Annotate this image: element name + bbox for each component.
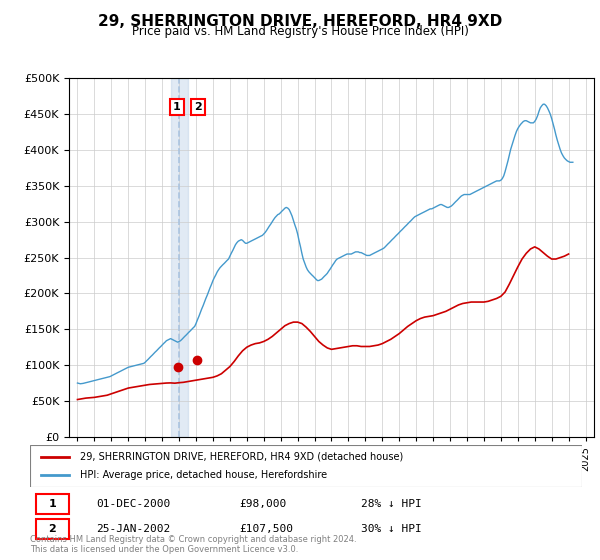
FancyBboxPatch shape bbox=[35, 519, 68, 539]
Text: 2: 2 bbox=[194, 102, 202, 112]
Text: 29, SHERRINGTON DRIVE, HEREFORD, HR4 9XD (detached house): 29, SHERRINGTON DRIVE, HEREFORD, HR4 9XD… bbox=[80, 452, 403, 462]
Text: Price paid vs. HM Land Registry's House Price Index (HPI): Price paid vs. HM Land Registry's House … bbox=[131, 25, 469, 38]
Text: £107,500: £107,500 bbox=[240, 524, 294, 534]
Text: 1: 1 bbox=[48, 499, 56, 509]
FancyBboxPatch shape bbox=[30, 445, 582, 487]
Text: 01-DEC-2000: 01-DEC-2000 bbox=[96, 499, 170, 509]
Bar bbox=[170, 78, 188, 437]
Text: 25-JAN-2002: 25-JAN-2002 bbox=[96, 524, 170, 534]
Text: 2: 2 bbox=[48, 524, 56, 534]
Text: HPI: Average price, detached house, Herefordshire: HPI: Average price, detached house, Here… bbox=[80, 470, 327, 480]
Text: 1: 1 bbox=[173, 102, 181, 112]
FancyBboxPatch shape bbox=[35, 494, 68, 514]
Text: 29, SHERRINGTON DRIVE, HEREFORD, HR4 9XD: 29, SHERRINGTON DRIVE, HEREFORD, HR4 9XD bbox=[98, 14, 502, 29]
Text: 28% ↓ HPI: 28% ↓ HPI bbox=[361, 499, 422, 509]
Text: £98,000: £98,000 bbox=[240, 499, 287, 509]
Text: Contains HM Land Registry data © Crown copyright and database right 2024.
This d: Contains HM Land Registry data © Crown c… bbox=[30, 535, 356, 554]
Text: 30% ↓ HPI: 30% ↓ HPI bbox=[361, 524, 422, 534]
